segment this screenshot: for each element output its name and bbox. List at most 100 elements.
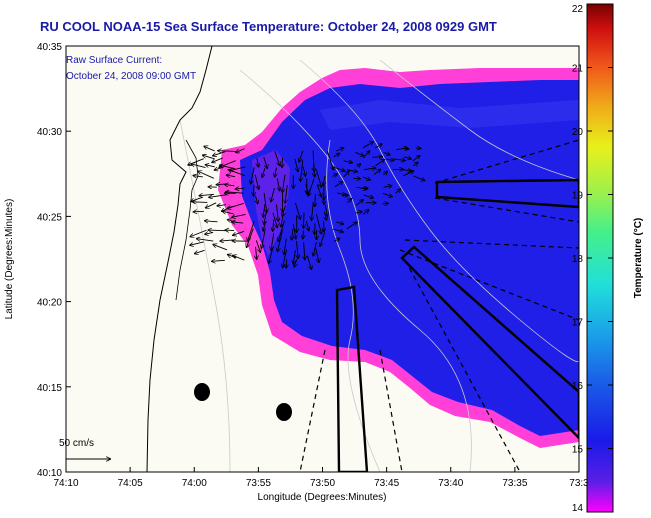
y-tick-label: 40:35 xyxy=(37,42,62,53)
current-vector xyxy=(333,166,344,171)
current-vector xyxy=(263,204,265,217)
x-axis-label: Longitude (Degrees:Minutes) xyxy=(258,492,387,503)
current-vector xyxy=(227,175,236,177)
current-vector xyxy=(226,192,244,193)
current-vector xyxy=(282,157,283,168)
current-vector xyxy=(385,159,394,160)
current-vector xyxy=(300,160,304,181)
current-vector xyxy=(225,230,235,231)
current-vector xyxy=(393,159,405,161)
y-tick-label: 40:10 xyxy=(37,468,62,479)
current-vector xyxy=(254,174,259,189)
colorbar-tick-label: 17 xyxy=(572,318,584,329)
current-vector xyxy=(262,230,266,248)
current-vector xyxy=(333,153,340,158)
current-vector xyxy=(347,199,351,204)
current-vector xyxy=(320,231,326,246)
current-vector xyxy=(223,211,234,213)
current-vector xyxy=(363,168,376,169)
current-vector xyxy=(346,222,357,230)
current-vector xyxy=(205,221,218,222)
current-vector xyxy=(362,151,369,159)
study-polygons xyxy=(335,178,579,472)
x-tick-label: 74:05 xyxy=(118,478,143,489)
colorbar-tick-label: 18 xyxy=(572,254,584,265)
current-note-line2: October 24, 2008 09:00 GMT xyxy=(66,71,196,82)
current-vector xyxy=(254,184,255,196)
current-vector xyxy=(402,171,413,177)
current-vector xyxy=(403,157,411,159)
current-vector xyxy=(383,192,392,196)
station-marker-2 xyxy=(276,403,292,421)
current-vector xyxy=(277,178,279,190)
x-axis: 74:10 74:05 74:00 73:55 73:50 73:45 73:40 73:35… xyxy=(53,467,589,489)
colorbar-tick-label: 15 xyxy=(572,445,584,456)
current-vector xyxy=(248,221,255,241)
current-vector xyxy=(251,167,255,183)
current-vector xyxy=(336,222,343,224)
current-vector xyxy=(355,200,363,206)
current-vector xyxy=(299,150,304,162)
current-vector xyxy=(403,148,409,149)
bathymetry-contours xyxy=(179,59,579,472)
colorbar-tick-label: 16 xyxy=(572,381,584,392)
current-vector xyxy=(198,171,215,179)
current-vector xyxy=(413,162,417,165)
current-vector xyxy=(313,242,317,256)
current-vector xyxy=(208,230,226,231)
current-vector xyxy=(236,188,245,189)
current-vector xyxy=(271,233,275,250)
current-vector xyxy=(286,259,287,268)
current-vector xyxy=(375,160,384,167)
polygon-south xyxy=(335,285,369,472)
current-vector xyxy=(412,156,420,162)
current-vector xyxy=(337,193,346,195)
current-vector xyxy=(262,168,266,177)
current-vector xyxy=(293,250,295,263)
current-vector xyxy=(220,240,234,241)
station-marker-1 xyxy=(194,383,210,401)
current-vector xyxy=(335,148,344,152)
colorbar-tick-label: 21 xyxy=(572,64,584,75)
current-vector xyxy=(269,246,274,264)
current-vector xyxy=(315,214,321,233)
colorbar-tick-label: 20 xyxy=(572,127,584,138)
current-vector xyxy=(315,194,316,206)
current-vector xyxy=(281,213,284,227)
current-vector xyxy=(264,212,266,224)
current-vector xyxy=(303,212,304,228)
current-vector xyxy=(247,228,254,248)
current-vector xyxy=(194,211,204,212)
current-vector xyxy=(213,245,228,251)
current-vector xyxy=(383,152,390,154)
current-vector xyxy=(225,184,235,185)
current-vector xyxy=(190,241,204,245)
current-vector xyxy=(312,202,314,220)
colorbar-tick-label: 14 xyxy=(572,503,584,514)
current-vector xyxy=(357,164,360,167)
current-vector xyxy=(217,205,227,206)
y-tick-label: 40:30 xyxy=(37,127,62,138)
current-vector xyxy=(362,176,370,180)
current-vector xyxy=(373,170,380,175)
current-vector xyxy=(332,228,343,232)
current-vector xyxy=(303,166,305,176)
current-vector xyxy=(282,174,286,193)
current-vector xyxy=(343,171,349,178)
current-vector xyxy=(294,258,297,267)
scale-label: 50 cm/s xyxy=(59,438,94,449)
current-vector xyxy=(355,152,363,155)
x-tick-label: 74:00 xyxy=(182,478,207,489)
current-vector xyxy=(209,194,227,198)
current-vector xyxy=(212,157,223,162)
current-vector xyxy=(255,240,260,252)
current-vector xyxy=(347,170,357,172)
radar-sectors xyxy=(299,139,579,472)
y-axis: 40:35 40:30 40:25 40:20 40:15 40:10 xyxy=(37,42,71,479)
x-tick-label: 73:40 xyxy=(438,478,463,489)
current-vector xyxy=(273,219,274,231)
current-vector xyxy=(306,255,311,269)
current-vector xyxy=(296,241,298,258)
current-vector xyxy=(308,179,315,196)
